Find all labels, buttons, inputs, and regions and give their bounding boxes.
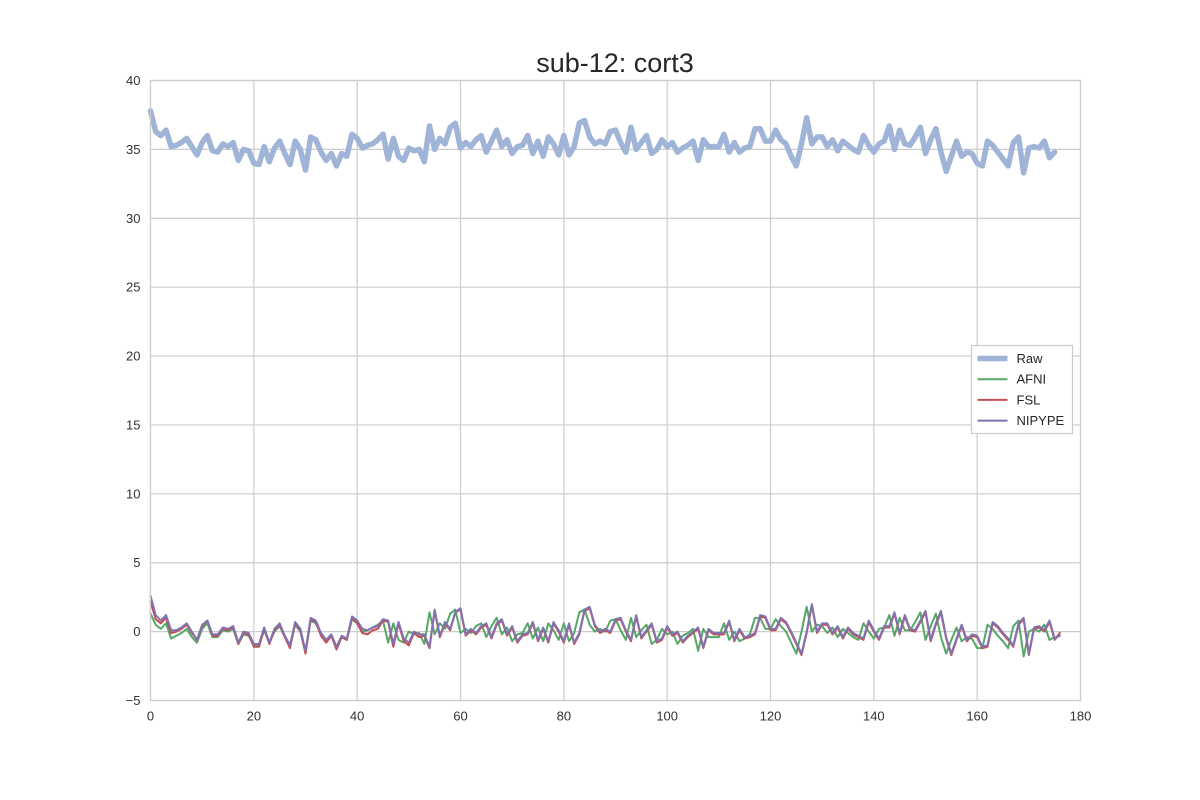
series-layer [147,108,1061,658]
x-tick-label: 0 [147,709,154,724]
y-tick-label: 5 [133,555,140,570]
plot-frame [149,79,1082,702]
y-tick-label: 30 [126,211,140,226]
chart-title: sub-12: cort3 [536,48,694,78]
legend-label-raw: Raw [1017,351,1044,366]
x-tick-label: 100 [656,709,678,724]
grid-layer [149,79,1082,702]
legend-label-fsl: FSL [1017,392,1041,407]
series-line-raw [147,108,1058,176]
x-tick-label: 180 [1070,709,1092,724]
legend: Raw AFNI FSL NIPYPE [970,344,1074,435]
y-tick-label: 40 [126,73,140,88]
tick-labels: 0 20 40 60 80 100 120 140 160 180 −5 0 5 10 15 20 25 30 35… [126,73,1092,724]
x-tick-label: 60 [453,709,467,724]
x-tick-label: 140 [863,709,885,724]
y-tick-label: 15 [126,417,140,432]
x-tick-label: 160 [966,709,988,724]
x-tick-label: 120 [760,709,782,724]
y-tick-label: 35 [126,142,140,157]
y-tick-label: −5 [126,693,141,708]
legend-label-nipype: NIPYPE [1017,413,1065,428]
legend-label-afni: AFNI [1017,372,1047,387]
x-tick-label: 20 [247,709,261,724]
y-tick-label: 0 [133,624,140,639]
x-tick-label: 40 [350,709,364,724]
y-tick-label: 10 [126,486,140,501]
y-tick-label: 20 [126,349,140,364]
series-line-nipype [149,594,1061,655]
x-tick-label: 80 [557,709,571,724]
y-tick-label: 25 [126,280,140,295]
